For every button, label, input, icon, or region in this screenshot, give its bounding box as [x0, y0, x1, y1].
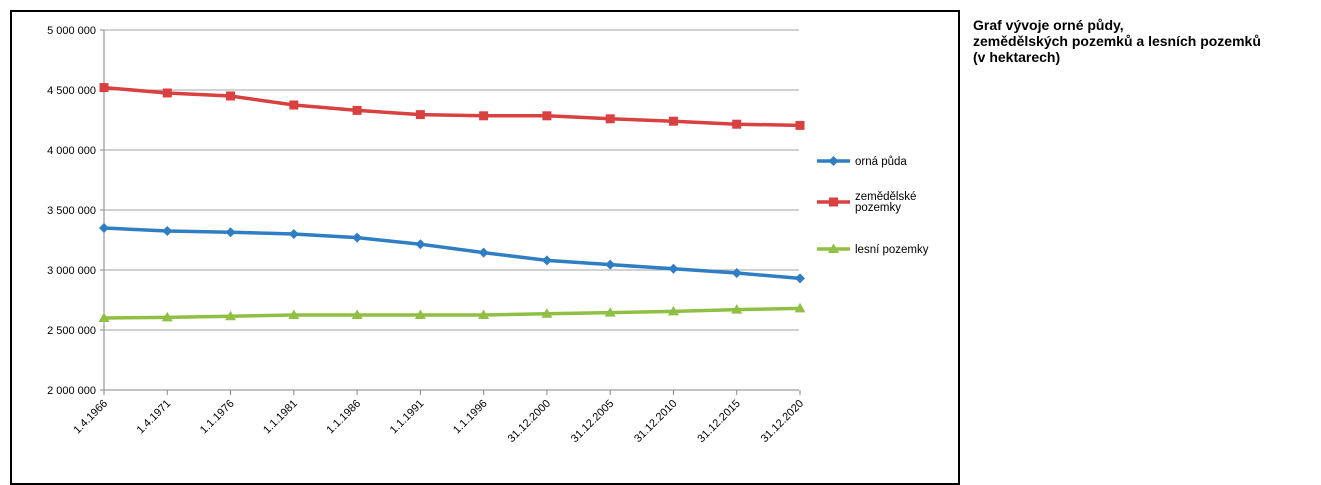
data-point	[795, 120, 805, 130]
data-point	[828, 243, 839, 253]
legend-label: orná půda	[855, 156, 907, 168]
data-point	[99, 223, 109, 233]
data-point	[542, 111, 552, 121]
x-tick-label: 1.1.1991	[388, 398, 427, 437]
y-tick-label: 2 000 000	[47, 385, 96, 397]
data-point	[479, 111, 489, 121]
data-point	[288, 309, 300, 319]
x-tick-label: 31.12.2020	[759, 398, 806, 445]
data-point	[478, 309, 490, 319]
data-point	[226, 91, 236, 101]
data-point	[415, 239, 426, 250]
data-point	[289, 100, 299, 110]
line-chart: 2 000 000 2 500 000 3 000 000 3 500 000 4 00…	[47, 25, 929, 445]
data-point	[795, 273, 805, 284]
axes: 2 000 000 2 500 000 3 000 000 3 500 000 4 00…	[47, 25, 806, 445]
data-point	[794, 302, 806, 313]
chart-title-line-1: Graf vývoje orné půdy,	[973, 17, 1124, 33]
data-point	[99, 83, 109, 93]
data-point	[162, 88, 172, 98]
x-tick-label: 31.12.2015	[695, 398, 742, 445]
data-point	[98, 312, 110, 322]
data-point	[352, 232, 363, 243]
data-point	[161, 311, 173, 322]
data-point	[668, 263, 679, 274]
data-point	[225, 310, 237, 321]
x-tick-label: 31.12.2010	[632, 398, 679, 445]
data-point	[541, 255, 552, 266]
data-point	[351, 309, 363, 319]
x-tick-label: 1.4.1966	[71, 398, 110, 437]
y-tick-label: 4 500 000	[47, 85, 96, 97]
legend-label: zemědělské	[855, 191, 916, 203]
data-point	[605, 259, 616, 270]
series-line	[103, 226, 801, 281]
x-tick-label: 1.1.1996	[451, 398, 490, 437]
chart-title-line-2: zemědělských pozemků a lesních pozemků	[973, 33, 1261, 49]
x-tick-label: 1.1.1981	[261, 398, 300, 437]
data-point	[668, 116, 678, 126]
data-point	[541, 308, 553, 318]
y-tick-label: 5 000 000	[47, 25, 96, 37]
data-point	[162, 226, 173, 236]
data-point	[352, 105, 362, 115]
y-tick-label: 3 500 000	[47, 205, 96, 217]
chart-title-line-3: (v hektarech)	[973, 49, 1061, 65]
data-point	[288, 229, 299, 239]
data-point	[731, 304, 743, 314]
x-tick-label: 31.12.2000	[506, 398, 553, 445]
data-point	[415, 110, 425, 120]
series-line	[103, 85, 801, 128]
chart-frame: 2 000 000 2 500 000 3 000 000 3 500 000 4 00…	[10, 10, 960, 485]
series-lines	[98, 83, 806, 322]
data-point	[667, 305, 679, 316]
x-tick-label: 31.12.2005	[569, 398, 616, 445]
data-point	[225, 227, 236, 238]
chart-title: Graf vývoje orné půdy, zemědělských poze…	[973, 17, 1318, 65]
data-point	[829, 197, 838, 207]
y-tick-label: 4 000 000	[47, 145, 96, 157]
data-point	[478, 247, 489, 258]
x-tick-label: 1.1.1976	[198, 398, 237, 437]
data-point	[732, 119, 742, 129]
data-point	[731, 268, 742, 278]
series-line	[103, 306, 801, 320]
y-tick-label: 3 000 000	[47, 265, 96, 277]
data-point	[828, 156, 839, 166]
y-tick-label: 2 500 000	[47, 325, 96, 337]
data-point	[604, 307, 616, 317]
legend-label: pozemky	[855, 202, 901, 214]
data-point	[605, 114, 615, 124]
x-tick-label: 1.1.1986	[324, 398, 363, 437]
x-tick-label: 1.4.1971	[135, 398, 174, 437]
gridlines	[104, 29, 799, 331]
data-point	[414, 309, 426, 319]
legend-label: lesní pozemky	[855, 244, 929, 256]
